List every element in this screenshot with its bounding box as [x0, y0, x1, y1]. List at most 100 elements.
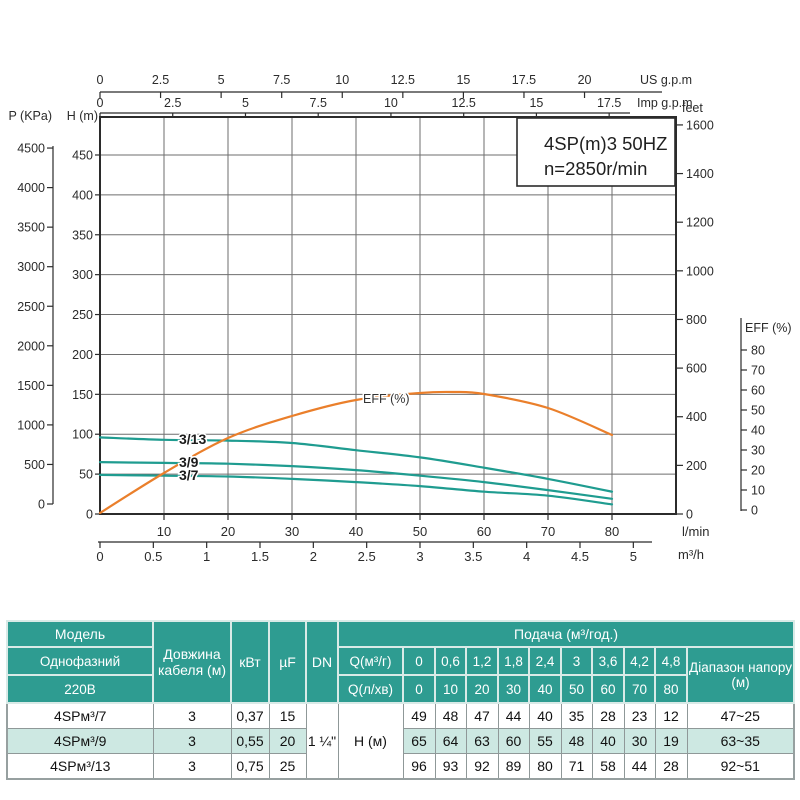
svg-text:1200: 1200: [686, 216, 714, 230]
plot-grid: [100, 117, 676, 514]
header-q1-value: 1,8: [497, 646, 530, 676]
svg-text:1400: 1400: [686, 167, 714, 181]
svg-text:feet: feet: [682, 101, 703, 115]
header-q1-value: 4,8: [654, 646, 688, 676]
h-axis: 0 50 100 150 200 250 300 350 400 450 H (m): [67, 109, 100, 522]
feet-axis: 0 200 400 600 800 1000 1200 1400 1600 feet: [676, 101, 714, 522]
svg-text:3.5: 3.5: [464, 549, 482, 564]
svg-text:0: 0: [97, 96, 104, 110]
svg-text:80: 80: [751, 344, 765, 358]
svg-text:1600: 1600: [686, 118, 714, 132]
svg-text:EFF (%): EFF (%): [745, 321, 792, 335]
svg-text:30: 30: [285, 524, 299, 539]
svg-text:17.5: 17.5: [597, 96, 621, 110]
head-value-cell: 58: [591, 753, 625, 780]
svg-text:5: 5: [630, 549, 637, 564]
header-q1-value: 0,6: [434, 646, 467, 676]
flow-axis-lmin: 10 20 30 40 50 60 70 80 l/min: [157, 514, 709, 539]
svg-text:4.5: 4.5: [571, 549, 589, 564]
svg-text:200: 200: [686, 459, 707, 473]
capacitor-uf-cell: 25: [268, 753, 307, 780]
svg-text:250: 250: [72, 308, 93, 322]
eff-curve: [98, 390, 614, 515]
svg-text:1000: 1000: [686, 264, 714, 278]
head-value-cell: 48: [560, 728, 593, 754]
header-q2-value: 30: [497, 674, 530, 704]
svg-text:4: 4: [523, 549, 530, 564]
svg-text:17.5: 17.5: [512, 73, 536, 87]
svg-text:5: 5: [242, 96, 249, 110]
svg-text:70: 70: [751, 364, 765, 378]
svg-text:100: 100: [72, 428, 93, 442]
svg-text:50: 50: [413, 524, 427, 539]
svg-text:4500: 4500: [17, 142, 45, 156]
table-body: 4SPм³/7 3 0,37 15 1 ¼" H (м) 49 48 47 44 40 35 28 23 1…: [6, 702, 795, 780]
svg-text:0: 0: [686, 508, 693, 522]
svg-text:7.5: 7.5: [273, 73, 290, 87]
svg-text:40: 40: [349, 524, 363, 539]
head-value-cell: 55: [528, 728, 562, 754]
pump-performance-chart: 0 2.5 5 7.5 10 12.5 15 17.5 20 US g.p.m0 2.5 5 7.5 10…: [8, 73, 792, 564]
table-row: 4SPм³/13 3 0,75 25 96 93 92 89 80 71 58 44 28 92~51: [6, 753, 795, 780]
head-value-cell: 19: [654, 728, 688, 754]
svg-text:400: 400: [686, 410, 707, 424]
head-value-cell: 65: [402, 728, 436, 754]
header-q2-value: 50: [560, 674, 593, 704]
svg-text:200: 200: [72, 348, 93, 362]
head-value-cell: 28: [591, 702, 625, 729]
svg-text:800: 800: [686, 313, 707, 327]
svg-text:0.5: 0.5: [144, 549, 162, 564]
svg-text:40: 40: [751, 424, 765, 438]
power-kw-cell: 0,55: [230, 728, 270, 754]
header-q2-value: 40: [528, 674, 562, 704]
header-phase: Однофазний: [6, 646, 154, 676]
svg-text:2000: 2000: [17, 339, 45, 353]
svg-text:0: 0: [97, 73, 104, 87]
pump-spec-table: Модель Довжина кабеля (м) кВт µF DN Пода…: [6, 620, 796, 780]
header-q-lmin: Q(л/хв): [337, 674, 404, 704]
power-kw-cell: 0,75: [230, 753, 270, 780]
p-kpa-axis: 0 500 1000 1500 2000 2500 3000 3500 4000 4500 P (K…: [8, 109, 54, 512]
header-uf: µF: [268, 620, 307, 704]
header-q1-value: 2,4: [528, 646, 562, 676]
flow-axis-m3h: 0 0.5 1 1.5 2 2.5 3 3.5 4 4.5 5 m³/h: [96, 541, 704, 564]
header-q2-value: 80: [654, 674, 688, 704]
chart-title: 4SP(m)3 50HZ: [544, 133, 667, 154]
header-q1-value: 3,6: [591, 646, 625, 676]
capacitor-uf-cell: 20: [268, 728, 307, 754]
head-value-cell: 40: [528, 702, 562, 729]
eff-axis: 0 10 20 30 40 50 60 70 80 EFF (%): [740, 318, 792, 518]
head-range-cell: 63~35: [686, 728, 795, 754]
title-box-border: [516, 117, 676, 187]
head-range-cell: 47~25: [686, 702, 795, 729]
head-value-cell: 71: [560, 753, 593, 780]
header-q2-value: 20: [465, 674, 499, 704]
svg-text:12.5: 12.5: [391, 73, 415, 87]
header-dn: DN: [305, 620, 339, 704]
svg-text:10: 10: [157, 524, 171, 539]
svg-text:3000: 3000: [17, 260, 45, 274]
svg-text:15: 15: [529, 96, 543, 110]
head-value-cell: 93: [434, 753, 467, 780]
head-value-cell: 63: [465, 728, 499, 754]
table-row: 4SPм³/9 3 0,55 20 65 64 63 60 55 48 40 30 19 63~35: [6, 728, 795, 754]
svg-text:1: 1: [203, 549, 210, 564]
svg-text:600: 600: [686, 362, 707, 376]
svg-text:0: 0: [751, 504, 758, 518]
top-axis-imp-gpm: 0 2.5 5 7.5 10 12.5 15 17.5 Imp g.p.m: [97, 96, 693, 118]
svg-text:5: 5: [218, 73, 225, 87]
svg-text:10: 10: [335, 73, 349, 87]
header-q2-value: 10: [434, 674, 467, 704]
head-value-cell: 30: [623, 728, 656, 754]
svg-text:80: 80: [605, 524, 619, 539]
capacitor-uf-cell: 15: [268, 702, 307, 729]
cable-length-cell: 3: [152, 728, 232, 754]
cable-length-cell: 3: [152, 702, 232, 729]
svg-text:l/min: l/min: [682, 524, 709, 539]
svg-text:4000: 4000: [17, 181, 45, 195]
svg-text:50: 50: [79, 468, 93, 482]
header-q-m3h: Q(м³/г): [337, 646, 404, 676]
eff-curve-label: EFF (%): [363, 392, 410, 406]
header-q1-value: 4,2: [623, 646, 656, 676]
chart-title-box: 4SP(m)3 50HZ n=2850r/min: [516, 117, 676, 187]
